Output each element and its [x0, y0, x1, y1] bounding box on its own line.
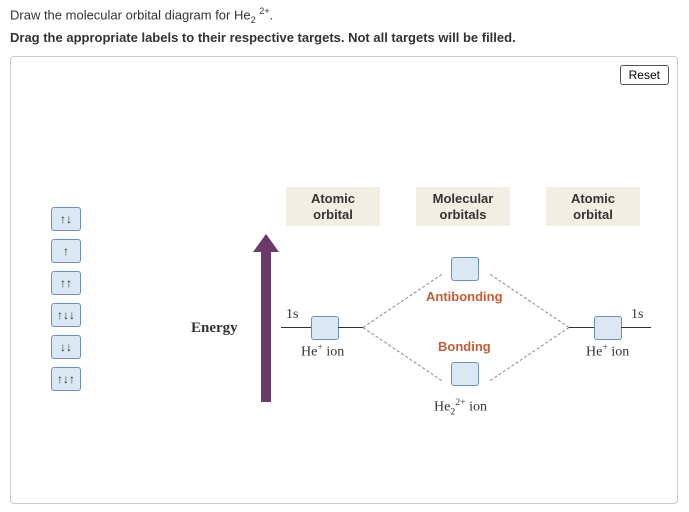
right-orbital-line-b — [621, 327, 651, 328]
left-orbital-line-b — [338, 327, 363, 328]
page-root: Draw the molecular orbital diagram for H… — [0, 0, 689, 512]
header-right-atomic: Atomicorbital — [546, 187, 640, 226]
left-ion-label: He+ ion — [301, 342, 344, 361]
work-area: Reset ↑↓ ↑ ↑↑ ↑↓↓ ↓↓ ↑↓↑ Atomicorbital M… — [10, 56, 678, 504]
header-molecular: Molecularorbitals — [416, 187, 510, 226]
left-1s-label: 1s — [286, 307, 298, 323]
drop-left-atom-1s[interactable] — [311, 316, 339, 340]
header-left-atomic: Atomicorbital — [286, 187, 380, 226]
antibonding-label: Antibonding — [426, 289, 503, 304]
right-orbital-line-a — [569, 327, 594, 328]
dash-right-to-bonding — [490, 327, 569, 381]
left-orbital-line-a — [281, 327, 311, 328]
chip-up[interactable]: ↑ — [51, 239, 81, 263]
right-1s-label: 1s — [631, 307, 643, 323]
right-ion-label: He+ ion — [586, 342, 629, 361]
chip-down-down[interactable]: ↓↓ — [51, 335, 81, 359]
chip-palette: ↑↓ ↑ ↑↑ ↑↓↓ ↓↓ ↑↓↑ — [51, 207, 81, 399]
chip-up-down-up[interactable]: ↑↓↑ — [51, 367, 81, 391]
bonding-label: Bonding — [438, 339, 491, 354]
energy-arrow-icon — [261, 252, 271, 402]
drop-bonding[interactable] — [451, 362, 479, 386]
chip-up-down-down[interactable]: ↑↓↓ — [51, 303, 81, 327]
question-prompt: Draw the molecular orbital diagram for H… — [10, 6, 273, 25]
molecular-ion-label: He22+ ion — [434, 397, 487, 417]
chip-up-up[interactable]: ↑↑ — [51, 271, 81, 295]
energy-axis-label: Energy — [191, 320, 238, 337]
drop-antibonding[interactable] — [451, 257, 479, 281]
drop-right-atom-1s[interactable] — [594, 316, 622, 340]
mo-diagram: Atomicorbital Molecularorbitals Atomicor… — [131, 57, 679, 457]
dash-left-to-bonding — [363, 327, 442, 381]
chip-up-down[interactable]: ↑↓ — [51, 207, 81, 231]
question-instruction: Drag the appropriate labels to their res… — [10, 30, 516, 45]
